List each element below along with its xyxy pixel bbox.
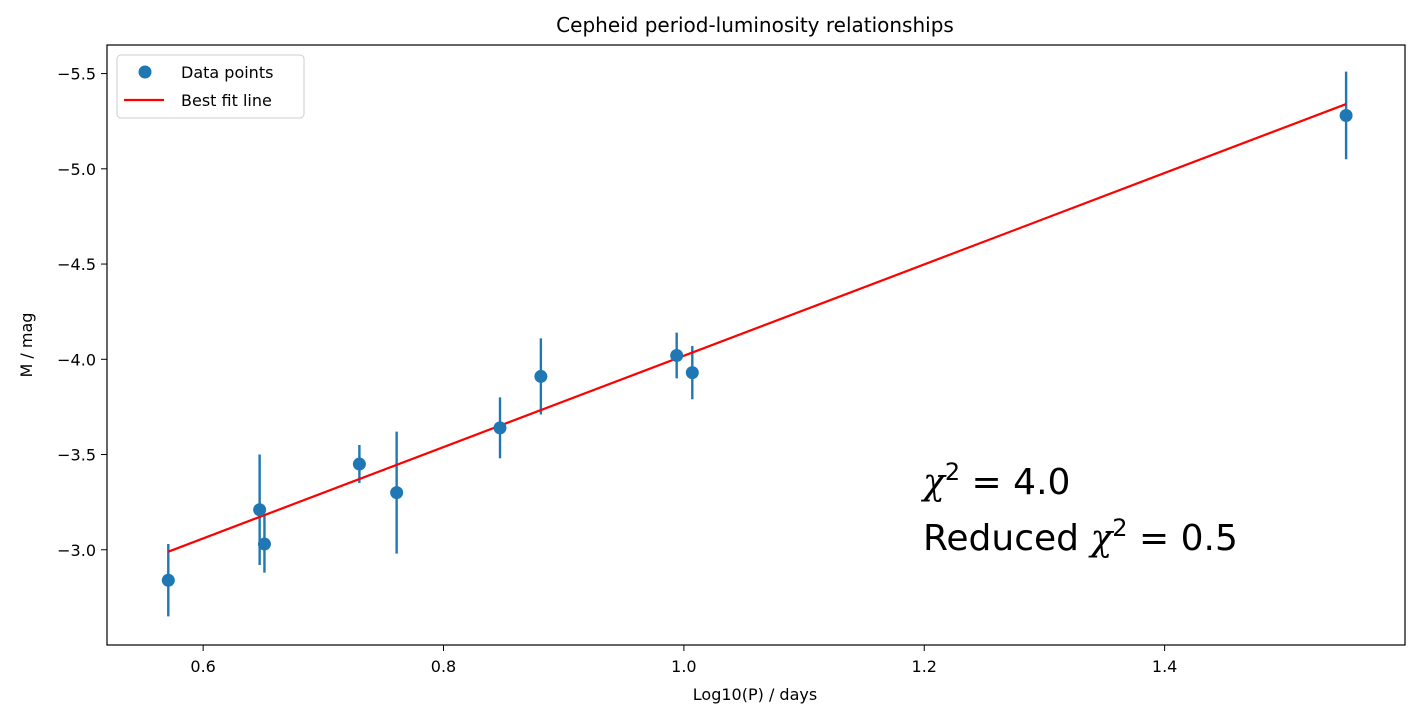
x-tick-label: 0.6 [190, 657, 215, 676]
data-point [390, 486, 404, 500]
data-point [257, 537, 271, 551]
legend: Data points Best fit line [116, 54, 305, 119]
x-tick-label: 1.0 [671, 657, 696, 676]
chi-squared-annotation: χ2 = 4.0 [920, 458, 1070, 503]
data-point [1339, 108, 1353, 122]
chart-title: Cepheid period-luminosity relationships [556, 13, 954, 37]
legend-label-best-fit: Best fit line [181, 91, 272, 110]
data-point [685, 366, 699, 380]
y-tick-label: −3.5 [57, 446, 96, 465]
y-tick-label: −5.0 [57, 160, 96, 179]
data-point [253, 503, 267, 517]
data-point [352, 457, 366, 471]
y-tick-label: −4.0 [57, 350, 96, 369]
best-fit-line [167, 103, 1347, 553]
data-point [534, 369, 548, 383]
data-point [670, 348, 684, 362]
x-tick-label: 1.2 [912, 657, 937, 676]
x-axis: 0.6 0.8 1.0 1.2 1.4 [190, 645, 1177, 676]
plot-area [161, 71, 1353, 617]
y-axis: −3.0 −3.5 −4.0 −4.5 −5.0 −5.5 [57, 65, 107, 560]
y-tick-label: −3.0 [57, 541, 96, 560]
axes-frame [106, 44, 1406, 646]
x-tick-label: 0.8 [431, 657, 456, 676]
reduced-chi-squared-annotation: Reduced χ2 = 0.5 [923, 514, 1238, 559]
y-tick-label: −5.5 [57, 65, 96, 84]
data-point [161, 573, 175, 587]
y-tick-label: −4.5 [57, 255, 96, 274]
legend-marker-data-points [138, 65, 152, 79]
data-point [493, 421, 507, 435]
legend-label-data-points: Data points [181, 63, 273, 82]
x-axis-title: Log10(P) / days [693, 685, 817, 704]
x-tick-label: 1.4 [1152, 657, 1177, 676]
y-axis-title: M / mag [17, 313, 36, 378]
legend-box [116, 54, 305, 119]
